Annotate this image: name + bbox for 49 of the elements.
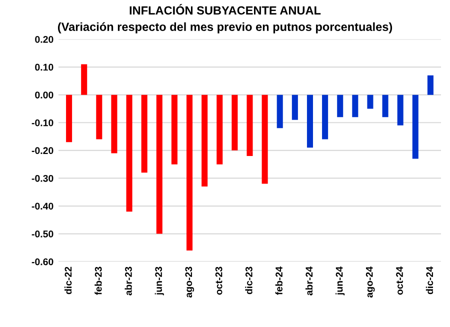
x-tick-label: ago-23 [185,266,194,298]
bar [232,94,238,150]
bar [111,94,118,154]
bar [216,94,223,164]
y-tick-label: -0.50 [32,230,54,238]
bar [352,94,358,118]
x-tick-label: feb-24 [275,266,282,295]
x-tick-label: dic-22 [64,266,72,294]
bar [292,94,298,120]
y-tick-label: 0.10 [35,64,54,71]
x-tick-label: oct-24 [396,266,403,295]
bar [397,94,404,126]
bar [126,94,132,212]
bar [382,94,388,118]
bar [322,94,328,140]
bar [171,94,178,164]
x-tick-label: dic-24 [426,266,434,294]
y-tick-label: 0.20 [35,36,54,43]
bar [66,94,72,142]
y-tick-label: -0.30 [32,174,54,182]
bar [96,94,102,140]
bar [156,94,162,234]
x-tick-label: feb-23 [94,266,102,295]
x-tick-label: oct-23 [215,266,222,295]
bar [202,94,208,187]
bar [246,94,253,156]
bar [262,94,268,184]
bar [367,94,374,109]
x-tick-label: ago-24 [366,266,375,298]
bar [412,94,418,159]
x-tick-label: abr-24 [305,266,313,296]
bar [306,94,313,148]
bar [427,75,434,95]
x-tick-label: jun-24 [336,266,345,296]
chart-title: INFLACIÓN SUBYACENTE ANUAL [130,4,321,15]
y-tick-label: -0.40 [32,202,54,210]
bar [81,64,88,95]
y-tick-label: -0.60 [32,258,54,266]
chart-subtitle: (Variación respecto del mes previo en putnos porcentuales) [58,22,392,34]
y-tick-label: -0.20 [32,147,54,154]
bar [337,94,344,118]
x-tick-label: abr-23 [124,266,132,296]
x-tick-label: jun-23 [154,266,164,296]
bar [141,94,148,173]
y-tick-label: 0.00 [35,92,54,98]
bar [276,94,283,128]
y-tick-label: -0.10 [32,119,54,126]
bar [186,94,193,250]
x-tick-label: dic-23 [245,266,252,294]
